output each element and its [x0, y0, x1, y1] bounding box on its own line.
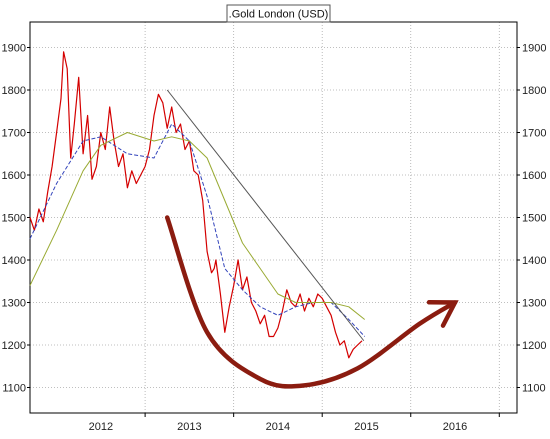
series-layer — [29, 51, 366, 359]
y-tick-label-right: 1900 — [522, 43, 546, 55]
recovery-arrow — [164, 215, 458, 389]
x-tick-label: 2014 — [266, 421, 290, 433]
y-tick-label-left: 1800 — [2, 85, 26, 97]
y-tick-label-left: 1100 — [2, 383, 26, 395]
ma_long-line — [29, 132, 366, 320]
title-frame — [226, 4, 331, 23]
y-tick-label-left: 1900 — [2, 43, 26, 55]
y-tick-label-left: 1300 — [2, 298, 26, 310]
y-tick-label-left: 1400 — [2, 255, 26, 267]
y-tick-label-left: 1200 — [2, 340, 26, 352]
y-tick-label-right: 1200 — [522, 340, 546, 352]
recovery-arrowhead — [426, 300, 459, 328]
trendline — [166, 89, 365, 342]
y-tick-label-left: 1700 — [2, 128, 26, 140]
grid-lines — [30, 22, 517, 413]
chart-title: .Gold London (USD) — [229, 9, 329, 21]
y-tick-label-left: 1600 — [2, 170, 26, 182]
y-tick-label-right: 1400 — [522, 255, 546, 267]
x-tick-label: 2015 — [354, 421, 378, 433]
y-tick-label-right: 1300 — [522, 298, 546, 310]
annotation-layer — [164, 89, 459, 389]
y-tick-label-left: 1500 — [2, 213, 26, 225]
x-axis: 2012 2013 2014 2015 2016 — [89, 413, 500, 433]
price-line — [29, 51, 363, 359]
y-axis-left: 1100 1200 1300 1400 1500 1600 1700 1800 1900 — [2, 43, 30, 395]
y-tick-label-right: 1500 — [522, 213, 546, 225]
y-tick-label-right: 1800 — [522, 85, 546, 97]
y-tick-label-right: 1700 — [522, 128, 546, 140]
ma_short-line — [29, 123, 366, 337]
x-tick-label: 2013 — [177, 421, 201, 433]
y-tick-label-right: 1100 — [522, 383, 546, 395]
x-tick-label: 2016 — [443, 421, 467, 433]
y-tick-label-right: 1600 — [522, 170, 546, 182]
chart-title-box: .Gold London (USD) — [226, 4, 331, 23]
y-axis-right: 1100 1200 1300 1400 1500 1600 1700 1800 1900 — [517, 43, 546, 395]
x-tick-label: 2012 — [89, 421, 113, 433]
